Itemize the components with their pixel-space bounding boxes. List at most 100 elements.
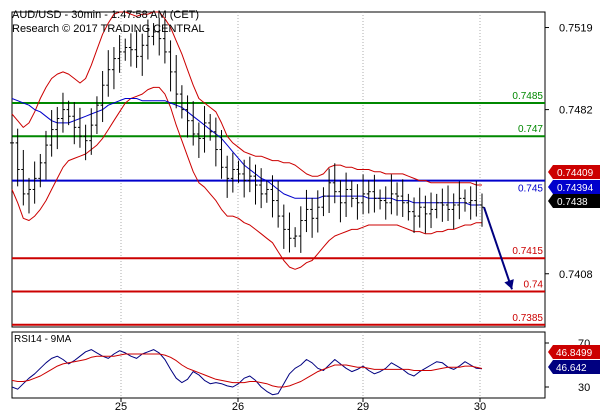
price-bar xyxy=(134,30,139,68)
last-value-tag-shape xyxy=(548,180,600,194)
price-bar xyxy=(94,96,99,135)
price-bar xyxy=(106,50,111,97)
price-bar xyxy=(327,168,332,213)
last-value-tag-shape xyxy=(548,165,600,179)
price-bar xyxy=(264,180,269,203)
price-panel-frame xyxy=(11,11,546,328)
price-bar xyxy=(349,180,354,208)
level-label-support: 0.7385 xyxy=(512,313,543,324)
price-bar xyxy=(293,227,298,248)
price-bar xyxy=(406,193,411,221)
price-bar xyxy=(298,206,303,253)
price-bar xyxy=(315,190,320,233)
level-label-support: 0.7415 xyxy=(512,246,543,257)
x-tick-label: 30 xyxy=(474,401,486,413)
price-bar xyxy=(89,108,94,155)
x-tick-label: 25 xyxy=(115,401,127,413)
price-bar xyxy=(338,180,343,223)
rsi-last-value-tag-shape xyxy=(548,345,600,359)
price-bar xyxy=(117,35,122,73)
price-bar xyxy=(389,174,394,215)
price-bar xyxy=(38,153,43,188)
price-bar xyxy=(145,19,150,60)
bollinger-lower-line xyxy=(11,86,482,270)
price-bar xyxy=(49,110,54,157)
forecast-arrow-line xyxy=(483,206,513,290)
rsi-last-value-tag: 46.642 xyxy=(548,360,600,374)
price-bar xyxy=(463,189,468,212)
price-bar xyxy=(270,175,275,218)
last-value-tag: 0.7438 xyxy=(548,194,600,208)
price-bar xyxy=(208,114,213,141)
chart-title: AUD/USD - 30min - 1:47:58 AM (CET) xyxy=(12,9,200,21)
price-bar xyxy=(423,195,428,234)
price-bar xyxy=(15,128,20,187)
level-label-pivot: 0.745 xyxy=(518,184,543,195)
price-bar xyxy=(77,107,82,148)
last-value-tag: 0.74409 xyxy=(548,165,600,179)
level-label-support: 0.74 xyxy=(524,280,544,291)
price-bar xyxy=(383,186,388,220)
price-bar xyxy=(213,117,218,167)
price-bar xyxy=(168,40,173,92)
price-bar xyxy=(474,181,479,217)
price-bar xyxy=(111,47,116,90)
price-bar xyxy=(281,204,286,249)
price-bar xyxy=(440,188,445,222)
rsi-last-value-tag-label: 46.642 xyxy=(556,363,587,374)
price-bar xyxy=(361,174,366,215)
price-bar xyxy=(372,174,377,213)
price-bar xyxy=(400,179,405,217)
price-bar xyxy=(140,33,145,76)
price-bar xyxy=(128,33,133,67)
price-bar xyxy=(434,193,439,219)
price-bar xyxy=(10,134,14,152)
price-bar xyxy=(253,164,258,205)
x-tick-label: 29 xyxy=(357,401,369,413)
price-bar xyxy=(162,19,167,64)
last-value-tag: 0.74394 xyxy=(548,180,600,194)
price-bar xyxy=(247,156,252,193)
price-bar xyxy=(242,159,247,198)
price-bar xyxy=(26,177,31,214)
price-bar xyxy=(179,85,184,119)
y-tick-label: 0.7408 xyxy=(559,269,593,281)
last-value-tag-label: 0.74394 xyxy=(557,183,594,194)
rsi-last-value-tag: 46.8499 xyxy=(548,345,600,359)
price-bar xyxy=(32,161,37,204)
bollinger-upper-line xyxy=(11,11,482,186)
x-tick-label: 26 xyxy=(232,401,244,413)
price-bar xyxy=(72,102,77,145)
price-bar xyxy=(451,193,456,229)
rsi-y-tick-label: 30 xyxy=(578,382,590,394)
y-tick-label: 0.7519 xyxy=(559,23,593,35)
price-bar xyxy=(151,23,156,46)
forecast-arrow-head xyxy=(504,279,514,290)
level-label-resistance: 0.747 xyxy=(518,124,543,135)
rsi-panel-frame xyxy=(11,331,546,399)
rsi-last-value-tag-label: 46.8499 xyxy=(556,348,593,359)
price-bar xyxy=(185,95,190,138)
price-bar xyxy=(60,92,65,133)
price-bar xyxy=(100,71,105,123)
price-bar xyxy=(480,193,484,227)
y-tick-label: 0.7482 xyxy=(559,105,593,117)
price-bar xyxy=(344,172,349,217)
price-bar xyxy=(321,187,326,217)
price-bar xyxy=(55,106,60,150)
rsi-ma-line xyxy=(11,353,483,388)
price-bar xyxy=(287,212,292,253)
price-bar xyxy=(236,160,241,183)
price-bar xyxy=(304,189,309,233)
price-bar xyxy=(310,197,315,238)
price-bar xyxy=(219,130,224,179)
price-bar xyxy=(457,181,462,220)
price-bar xyxy=(355,184,360,220)
price-bar xyxy=(83,124,88,161)
price-bar xyxy=(157,17,162,56)
price-bar xyxy=(123,38,128,61)
price-bar xyxy=(276,181,281,228)
last-value-tag-label: 0.7438 xyxy=(557,197,588,208)
